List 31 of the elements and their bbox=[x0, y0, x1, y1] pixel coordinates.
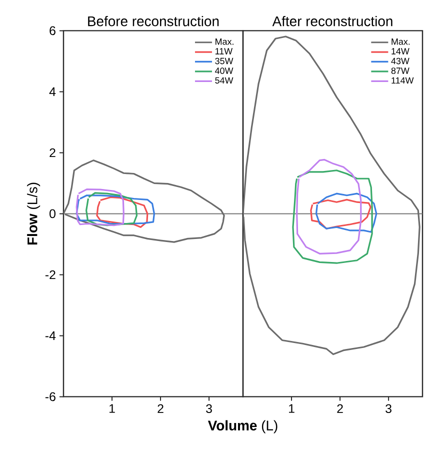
x-tick-label: 3 bbox=[206, 404, 212, 414]
y-tick-label: 4 bbox=[49, 87, 56, 96]
x-axis-title: Volume (L) bbox=[208, 420, 278, 434]
legend-label: 87W bbox=[391, 68, 410, 74]
y-axis-title: Flow (L/s) bbox=[27, 182, 40, 245]
y-tick-label: -4 bbox=[45, 331, 56, 340]
legend-label: 43W bbox=[391, 58, 410, 64]
legend-label: Max. bbox=[392, 38, 410, 45]
x-tick-label: 3 bbox=[386, 404, 392, 414]
y-tick-label: -6 bbox=[45, 392, 56, 402]
legend-label: Max. bbox=[216, 38, 234, 45]
line-series bbox=[96, 196, 148, 228]
line-series bbox=[76, 188, 124, 226]
legend-label: 35W bbox=[215, 58, 234, 64]
line-series bbox=[86, 192, 138, 226]
legend-label: 54W bbox=[215, 77, 234, 84]
x-tick-label: 1 bbox=[110, 404, 115, 413]
legend-label: 114W bbox=[392, 77, 414, 84]
x-tick-label: 1 bbox=[289, 404, 294, 413]
legend-label: 40W bbox=[215, 68, 234, 74]
y-tick-label: 0 bbox=[50, 209, 56, 218]
chart-title: After reconstruction bbox=[272, 16, 392, 26]
legend-label: 14W bbox=[392, 48, 410, 54]
line-series bbox=[76, 194, 156, 225]
y-tick-label: -2 bbox=[45, 270, 56, 280]
y-tick-label: 6 bbox=[50, 26, 56, 36]
x-tick-label: 2 bbox=[158, 404, 164, 413]
y-tick-label: 2 bbox=[50, 148, 56, 158]
chart-title: Before reconstruction bbox=[88, 16, 219, 26]
legend-label: 11W bbox=[215, 48, 233, 54]
x-tick-label: 2 bbox=[337, 404, 343, 413]
